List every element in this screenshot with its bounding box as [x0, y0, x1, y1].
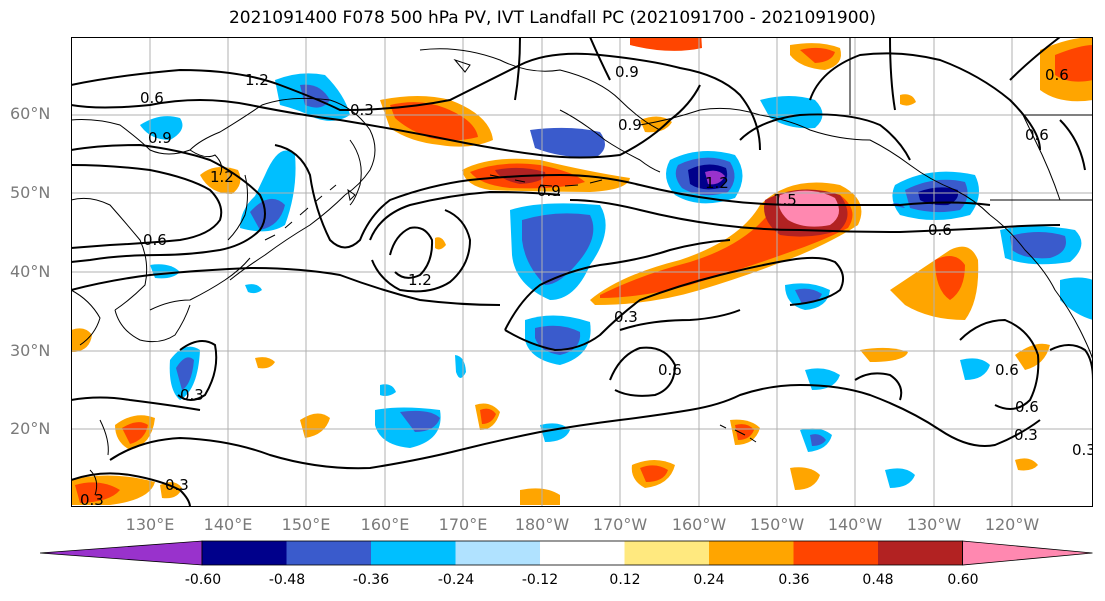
colorbar-tick-label: -0.60 [184, 572, 222, 588]
contour-label: 0.6 [1015, 398, 1039, 416]
contour-label: 0.9 [615, 63, 639, 81]
contour-label: 0.9 [148, 129, 172, 147]
lon-label: 120°W [984, 515, 1040, 534]
contour-label: 0.6 [995, 361, 1019, 379]
map-title: 2021091400 F078 500 hPa PV, IVT Landfall… [228, 8, 876, 28]
contour-label: 0.3 [1072, 441, 1093, 459]
grid-lines [71, 37, 1093, 507]
contour-label: 0.3 [80, 491, 104, 507]
colorbar-tick-label: -0.12 [521, 572, 559, 588]
colorbar-swatch [371, 541, 457, 565]
lat-label: 60°N [10, 104, 51, 123]
contour-label: 0.3 [165, 476, 189, 494]
lon-label: 130°W [906, 515, 962, 534]
lon-label: 170°W [592, 515, 648, 534]
contour-label: 0.6 [658, 361, 682, 379]
coastlines [71, 37, 1093, 496]
colorbar-tick-label: 0.48 [862, 572, 894, 588]
colorbar-min-extend [40, 540, 203, 566]
contour-label: 0.6 [1045, 66, 1069, 84]
contour-label: 0.3 [180, 386, 204, 404]
contour-label: 0.6 [140, 89, 164, 107]
ivt-contours [71, 37, 1093, 507]
colorbar-swatch [286, 541, 372, 565]
map-canvas: 0.6 0.3 0.9 1.2 0.9 1.2 1.5 0.6 0.6 1.2 … [71, 37, 1093, 507]
contour-label: 0.6 [1025, 126, 1049, 144]
colorbar-swatches [40, 540, 1093, 566]
colorbar-swatch [709, 541, 795, 565]
contour-label: 0.9 [537, 182, 561, 200]
contour-label: 1.2 [245, 71, 269, 89]
lat-label: 30°N [10, 341, 51, 360]
lon-label: 150°E [281, 515, 331, 534]
lat-label: 20°N [10, 419, 51, 438]
lat-label: 40°N [10, 262, 51, 281]
contour-label: 1.2 [705, 174, 729, 192]
lon-label: 150°W [749, 515, 805, 534]
lon-label: 130°E [125, 515, 175, 534]
colorbar-swatch [202, 541, 288, 565]
colorbar-outline [201, 540, 963, 566]
contour-label: 0.6 [928, 221, 952, 239]
colorbar-swatch [878, 541, 964, 565]
contour-label: 1.5 [773, 191, 797, 209]
colorbar-tick-label: -0.24 [437, 572, 475, 588]
colorbar-tick-label: 0.24 [693, 572, 725, 588]
map-area[interactable]: 0.6 0.3 0.9 1.2 0.9 1.2 1.5 0.6 0.6 1.2 … [71, 37, 1093, 507]
lon-label: 160°W [671, 515, 727, 534]
contour-label: 1.2 [408, 271, 432, 289]
lon-label: 180°W [514, 515, 570, 534]
contour-label: 0.9 [618, 116, 642, 134]
colorbar-tick-label: -0.48 [268, 572, 306, 588]
contour-label: 0.3 [350, 101, 374, 119]
colorbar-swatch [540, 541, 626, 565]
contour-label: 0.6 [143, 231, 167, 249]
contour-label: 0.3 [1014, 426, 1038, 444]
colorbar-tick-label: 0.36 [778, 572, 810, 588]
colorbar-tick-label: -0.36 [352, 572, 390, 588]
lon-label: 160°E [360, 515, 410, 534]
contour-labels: 0.6 0.3 0.9 1.2 0.9 1.2 1.5 0.6 0.6 1.2 … [80, 63, 1093, 507]
lon-label: 140°E [203, 515, 253, 534]
lat-label: 50°N [10, 183, 51, 202]
colorbar-tick-label: 0.12 [609, 572, 641, 588]
contour-label: 1.2 [210, 168, 234, 186]
lon-label: 140°W [827, 515, 883, 534]
colorbar-swatch [624, 541, 710, 565]
colorbar [40, 540, 1093, 566]
lon-label: 170°E [438, 515, 488, 534]
colorbar-swatch [455, 541, 541, 565]
colorbar-swatch [793, 541, 879, 565]
colorbar-max-extend [962, 540, 1093, 566]
contour-label: 0.3 [614, 308, 638, 326]
colorbar-tick-label: 0.60 [947, 572, 979, 588]
